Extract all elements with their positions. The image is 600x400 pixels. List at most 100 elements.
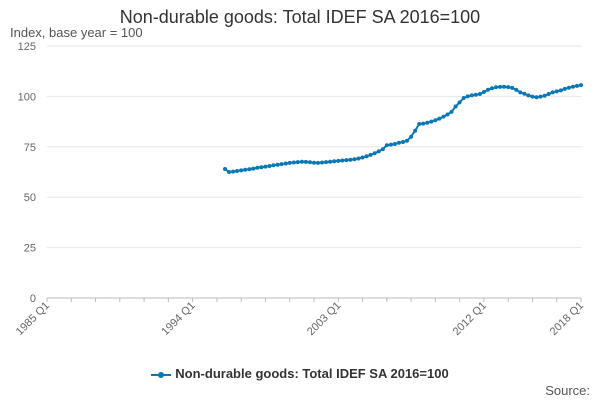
data-point[interactable] (566, 85, 571, 90)
data-point[interactable] (441, 114, 446, 119)
data-point[interactable] (461, 96, 466, 100)
y-tick-label: 50 (24, 192, 36, 204)
data-point[interactable] (255, 165, 260, 170)
data-point[interactable] (380, 147, 385, 152)
data-point[interactable] (336, 158, 341, 163)
data-point[interactable] (340, 158, 345, 163)
data-point[interactable] (498, 84, 503, 89)
data-point[interactable] (522, 91, 527, 96)
data-point[interactable] (275, 162, 280, 167)
data-point[interactable] (490, 86, 494, 91)
data-point[interactable] (546, 92, 551, 96)
data-point[interactable] (481, 90, 486, 94)
data-point[interactable] (299, 159, 304, 164)
data-point[interactable] (271, 163, 276, 168)
data-point[interactable] (368, 152, 373, 157)
data-point[interactable] (558, 88, 563, 93)
data-point[interactable] (316, 160, 320, 165)
data-point[interactable] (425, 120, 430, 125)
data-point[interactable] (433, 118, 438, 123)
data-point[interactable] (360, 155, 365, 160)
data-point[interactable] (506, 85, 511, 90)
data-point[interactable] (372, 151, 377, 156)
data-point[interactable] (348, 157, 353, 162)
data-point[interactable] (575, 83, 579, 88)
data-point[interactable] (449, 109, 454, 114)
data-point[interactable] (486, 87, 490, 92)
legend[interactable]: Non-durable goods: Total IDEF SA 2016=10… (0, 366, 600, 381)
data-point[interactable] (324, 160, 329, 165)
data-point[interactable] (384, 143, 389, 148)
data-point[interactable] (247, 167, 252, 172)
data-point[interactable] (510, 85, 515, 90)
data-point[interactable] (562, 86, 567, 91)
data-point[interactable] (417, 122, 422, 126)
data-point[interactable] (364, 154, 369, 159)
x-tick-label: 1994 Q1 (159, 300, 197, 338)
data-point[interactable] (231, 169, 236, 174)
data-point[interactable] (287, 160, 292, 165)
data-point[interactable] (312, 160, 316, 165)
data-point[interactable] (437, 116, 442, 121)
data-point[interactable] (328, 159, 333, 164)
data-point[interactable] (401, 140, 405, 144)
data-point[interactable] (259, 165, 264, 170)
data-point[interactable] (279, 162, 284, 167)
data-point[interactable] (502, 84, 507, 89)
chart-title: Non-durable goods: Total IDEF SA 2016=10… (119, 7, 481, 27)
x-tick-label: 1985 Q1 (14, 300, 52, 338)
gridlines (47, 45, 581, 299)
data-point[interactable] (494, 85, 498, 90)
data-point[interactable] (352, 157, 357, 162)
data-point[interactable] (388, 142, 393, 147)
data-point[interactable] (550, 90, 555, 95)
data-point[interactable] (332, 159, 337, 164)
data-point[interactable] (542, 93, 547, 98)
data-point[interactable] (243, 167, 248, 172)
data-point[interactable] (530, 94, 535, 99)
data-point[interactable] (267, 164, 272, 168)
data-point[interactable] (526, 93, 531, 98)
data-point[interactable] (477, 92, 482, 96)
data-point[interactable] (376, 149, 381, 154)
data-point[interactable] (291, 160, 296, 165)
data-point[interactable] (397, 140, 401, 145)
data-point[interactable] (579, 83, 583, 88)
data-point[interactable] (457, 100, 462, 105)
data-point[interactable] (344, 158, 349, 163)
data-point[interactable] (263, 164, 268, 169)
data-point[interactable] (235, 169, 240, 173)
data-point[interactable] (356, 156, 361, 161)
data-point[interactable] (534, 95, 539, 100)
x-axis-ticks: 1985 Q1 1994 Q1 2003 Q1 2012 Q1 2018 Q1 (14, 298, 586, 338)
data-point[interactable] (554, 89, 559, 94)
data-point[interactable] (392, 142, 397, 146)
data-point[interactable] (239, 168, 244, 173)
data-point[interactable] (308, 160, 312, 165)
data-point[interactable] (251, 166, 256, 171)
data-point[interactable] (429, 119, 434, 124)
data-point[interactable] (409, 134, 414, 139)
data-point[interactable] (421, 121, 426, 126)
data-point[interactable] (223, 167, 227, 171)
data-point[interactable] (413, 128, 418, 133)
data-point[interactable] (320, 160, 325, 165)
data-point[interactable] (538, 94, 543, 99)
data-point[interactable] (570, 84, 575, 89)
x-tick-label: 2018 Q1 (548, 300, 586, 338)
data-point[interactable] (303, 159, 308, 164)
data-point[interactable] (514, 87, 519, 92)
data-point[interactable] (518, 90, 523, 95)
data-point[interactable] (227, 170, 231, 174)
data-point[interactable] (405, 138, 409, 143)
data-point[interactable] (453, 104, 458, 109)
data-point[interactable] (295, 160, 300, 165)
data-point[interactable] (445, 112, 450, 117)
data-point[interactable] (283, 161, 288, 166)
y-axis-label: Index, base year = 100 (10, 25, 143, 40)
data-point[interactable] (465, 94, 470, 99)
data-point[interactable] (473, 92, 478, 97)
data-point[interactable] (469, 93, 474, 98)
y-tick-label: 25 (24, 243, 36, 255)
